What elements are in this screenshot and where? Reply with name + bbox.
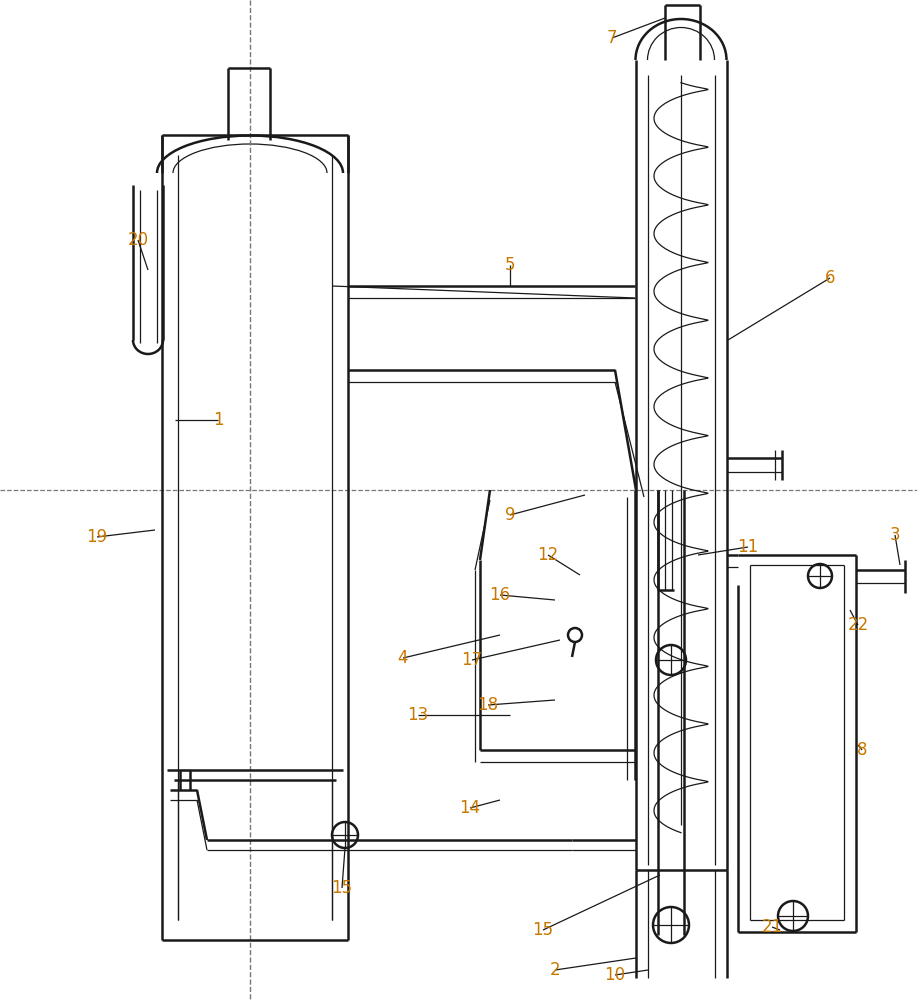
Text: 9: 9 bbox=[504, 506, 515, 524]
Text: 2: 2 bbox=[549, 961, 560, 979]
Text: 10: 10 bbox=[604, 966, 625, 984]
Text: 19: 19 bbox=[86, 528, 107, 546]
Text: 1: 1 bbox=[213, 411, 224, 429]
Text: 5: 5 bbox=[504, 256, 515, 274]
Text: 15: 15 bbox=[331, 879, 352, 897]
Text: 15: 15 bbox=[533, 921, 554, 939]
Text: 16: 16 bbox=[490, 586, 511, 604]
Text: 8: 8 bbox=[856, 741, 867, 759]
Text: 14: 14 bbox=[459, 799, 481, 817]
Text: 17: 17 bbox=[461, 651, 482, 669]
Text: 13: 13 bbox=[407, 706, 428, 724]
Text: 11: 11 bbox=[737, 538, 758, 556]
Text: 22: 22 bbox=[847, 616, 868, 634]
Text: 21: 21 bbox=[761, 918, 782, 936]
Text: 18: 18 bbox=[478, 696, 499, 714]
Text: 6: 6 bbox=[824, 269, 835, 287]
Text: 4: 4 bbox=[398, 649, 408, 667]
Text: 12: 12 bbox=[537, 546, 558, 564]
Text: 7: 7 bbox=[607, 29, 617, 47]
Text: 3: 3 bbox=[889, 526, 900, 544]
Text: 20: 20 bbox=[127, 231, 149, 249]
